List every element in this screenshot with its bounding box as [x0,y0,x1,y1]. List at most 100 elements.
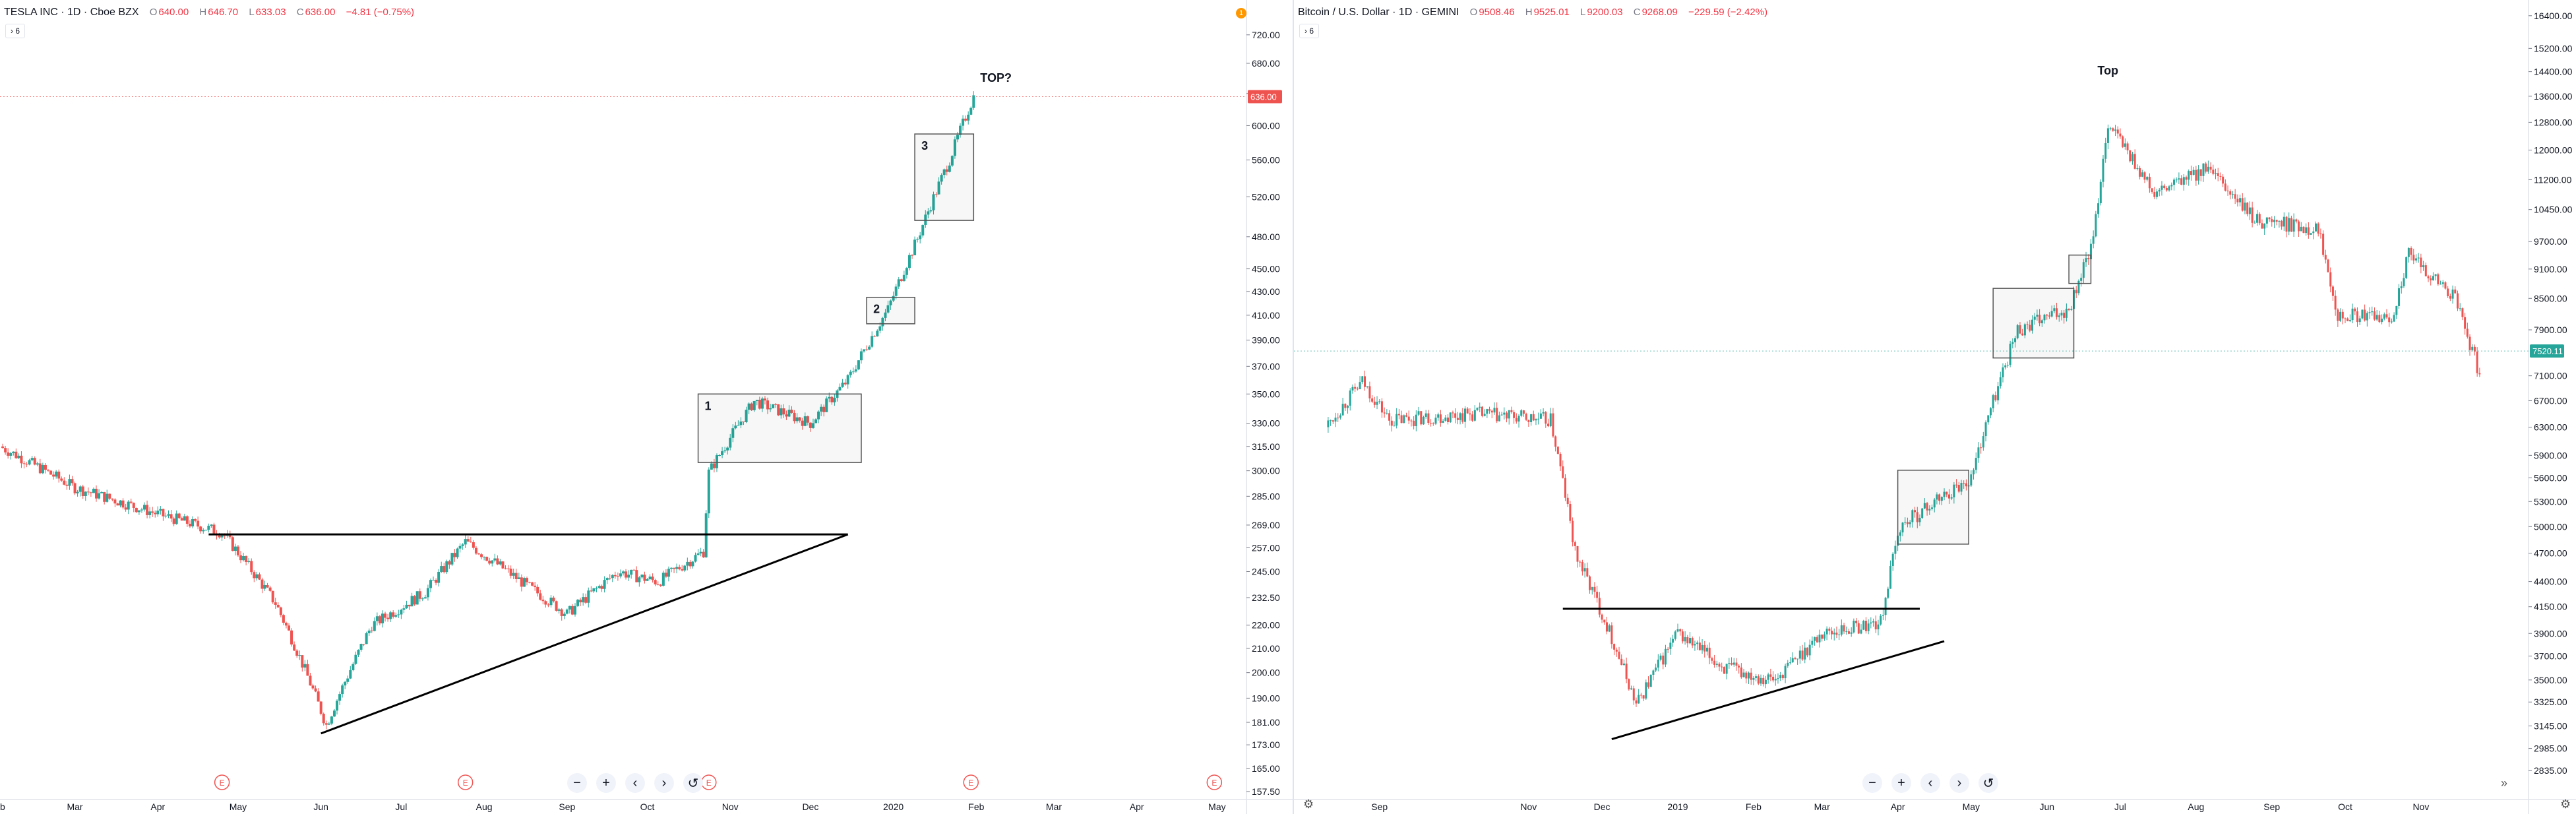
settings-gear-icon[interactable]: ⚙ [2560,798,2571,811]
candle-body [2407,247,2410,257]
zoom-in-button[interactable]: + [1891,773,1911,793]
scroll-left-button[interactable]: ‹ [625,773,645,793]
candle-body [2119,133,2122,137]
candle-body [2126,143,2129,150]
scroll-to-realtime-icon[interactable]: » [2501,776,2508,790]
candle-body [1777,678,1779,679]
y-tick-label: 4150.00 [2534,602,2567,612]
candle-body [1473,410,1476,421]
tsla-symbol[interactable]: TESLA INC · 1D · Cboe BZX [4,7,139,18]
candle-body [726,447,729,451]
earnings-marker-label: E [706,778,712,788]
candle-body [932,194,935,210]
candle-body [817,411,820,420]
scroll-right-button[interactable]: › [654,773,674,793]
candle-body [1857,623,1860,634]
x-tick-label: 2019 [1667,801,1688,812]
candle-body [1860,629,1862,634]
candle-body [1831,631,1833,635]
candle-body [44,464,47,470]
candle-body [450,553,454,565]
tsla-chart-canvas[interactable]: 720.00 680.00 640.00 600.00 560.00 520.00 480.… [0,0,1293,814]
scroll-left-button[interactable]: ‹ [1920,773,1940,793]
y-tick-label: 4400.00 [2534,577,2567,587]
candle-body [661,573,665,586]
candle-body [1801,650,1804,660]
candle-body [1601,614,1603,620]
candle-body [346,678,350,682]
candle-body [544,601,547,605]
candle-body [1977,447,1980,458]
candle-body [1351,387,1354,391]
candle-body [2461,308,2464,317]
candle-body [501,561,505,569]
candle-body [787,410,791,417]
candle-body [696,553,700,555]
alert-badge-icon[interactable]: 1 [1236,8,1246,18]
candle-body [565,610,568,614]
candle-body [1781,675,1784,679]
candle-body [1723,667,1725,674]
candle-body [1733,662,1735,665]
candle-body [1901,522,1904,533]
btc-collapse-indicators-button[interactable]: › 6 [1299,24,1319,38]
candle-body [1894,546,1897,554]
candle-body [1613,644,1616,650]
settings-gear-icon[interactable]: ⚙ [1303,798,1314,811]
candle-body [2373,311,2376,320]
candle-body [426,588,429,598]
candle-body [1684,637,1686,642]
candle-body [1867,623,1870,631]
btc-chart-panel[interactable]: 16400.00 15200.00 14400.00 13600.00 12800.00… [1293,0,2576,814]
zoom-out-button[interactable]: − [1862,773,1882,793]
candle-body [913,239,917,256]
candle-body [675,567,679,569]
candle-body [1950,497,1953,499]
candle-body [627,575,630,578]
candle-body [534,585,537,587]
candle-body [2156,191,2159,197]
candle-body [466,539,470,542]
candle-body [2378,315,2381,323]
candle-body [314,688,317,692]
candle-body [1564,478,1566,498]
reset-chart-button[interactable]: ↺ [1978,773,1998,793]
btc-chart-canvas[interactable]: 16400.00 15200.00 14400.00 13600.00 12800.00… [1294,0,2576,814]
candle-body [1804,647,1806,660]
candle-body [2268,217,2271,220]
candle-body [1762,677,1765,685]
candle-body [2172,179,2175,185]
candle-body [1880,615,1882,625]
y-tick-label: 232.50 [1252,592,1280,603]
y-tick-label: 200.00 [1252,668,1280,678]
candle-body [1562,466,1564,478]
candle-body [555,601,558,611]
candle-body [2190,171,2192,175]
tsla-chart-panel[interactable]: 720.00 680.00 640.00 600.00 560.00 520.00 480.… [0,0,1293,814]
candle-body [1361,376,1364,383]
candle-body [1823,634,1825,639]
candle-body [600,586,603,589]
candle-body [2056,308,2058,317]
reset-chart-button[interactable]: ↺ [683,773,703,793]
candle-body [517,577,520,579]
candle-body [1686,637,1689,644]
tsla-collapse-indicators-button[interactable]: › 6 [5,24,25,38]
candle-body [245,555,248,562]
candle-body [2354,308,2356,312]
candle-body [435,580,438,583]
candle-body [1940,497,1943,501]
candle-body [2048,315,2050,317]
zoom-in-button[interactable]: + [596,773,616,793]
scroll-right-button[interactable]: › [1949,773,1969,793]
candle-body [646,579,649,581]
candle-body [17,455,20,458]
btc-symbol[interactable]: Bitcoin / U.S. Dollar · 1D · GEMINI [1298,7,1459,18]
candle-body [1498,415,1500,422]
candle-body [924,214,927,226]
candle-body [2040,320,2043,324]
candle-body [81,486,84,496]
candle-body [1728,663,1731,664]
zoom-out-button[interactable]: − [567,773,587,793]
candle-body [509,569,512,576]
